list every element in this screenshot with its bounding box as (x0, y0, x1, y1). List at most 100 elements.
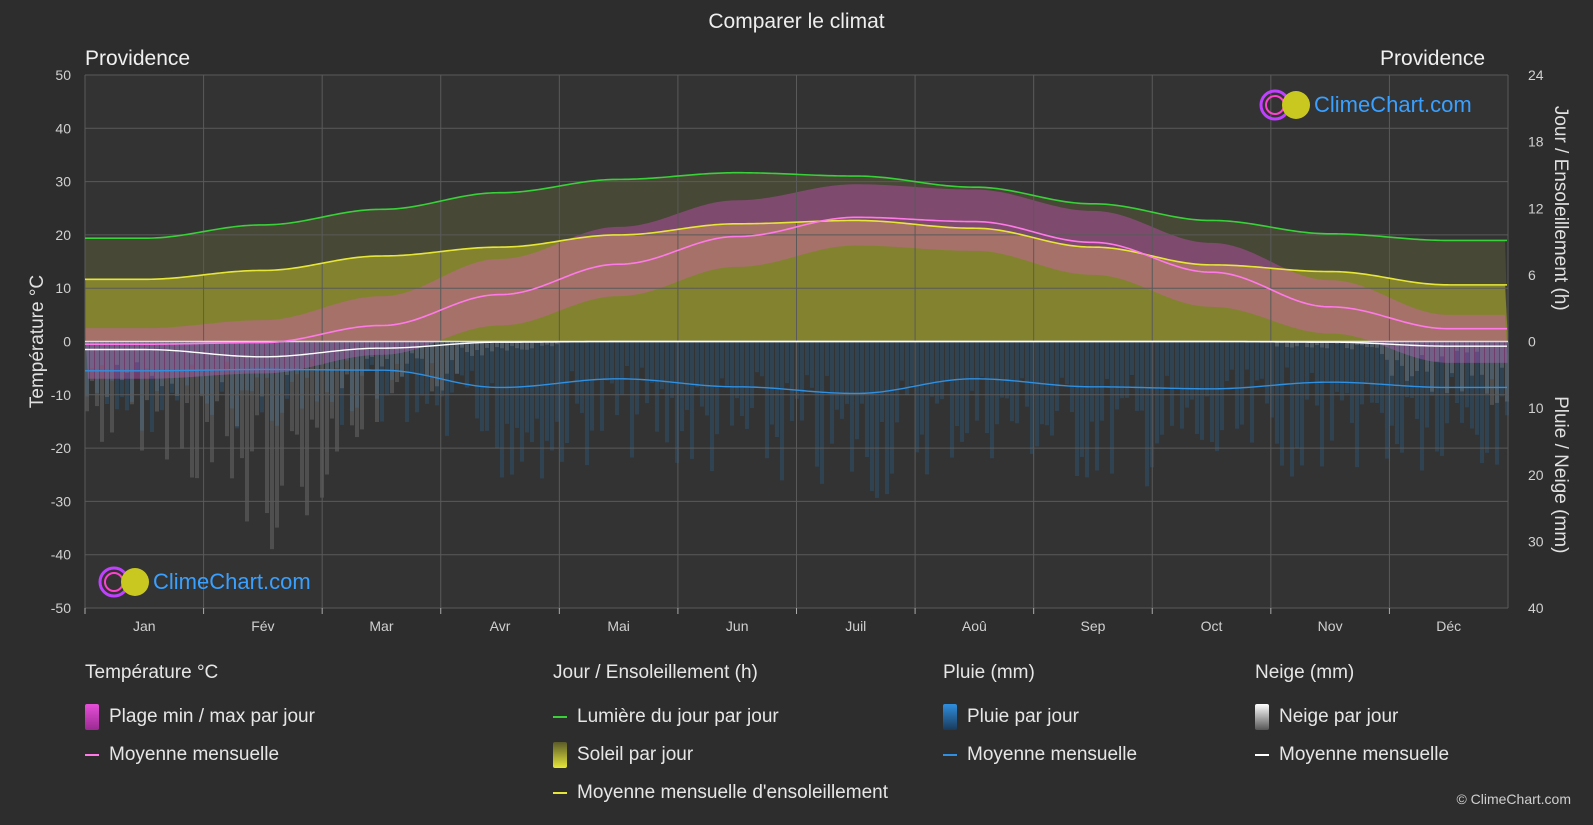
rain-bar (1330, 341, 1334, 441)
rain-bar (1265, 341, 1269, 404)
rain-bar (1230, 341, 1234, 370)
rain-bar (105, 341, 109, 405)
rain-bar (1255, 341, 1259, 381)
rain-bar (1375, 341, 1379, 403)
rain-bar (800, 341, 804, 421)
snow-bar (225, 341, 229, 437)
snow-bar (1375, 341, 1379, 348)
rain-bar (870, 341, 874, 492)
snow-bar (1460, 341, 1464, 392)
rain-bar (705, 341, 709, 416)
snow-bar (1350, 341, 1354, 350)
rain-bar (1165, 341, 1169, 376)
right-tick-label: 40 (1528, 600, 1544, 616)
legend-rain-daily: Pluie par jour (967, 706, 1079, 727)
rain-bar (910, 341, 914, 385)
rain-bar (520, 341, 524, 462)
rain-bar (1070, 341, 1074, 413)
month-label: Jun (726, 618, 749, 634)
snow-bar (265, 341, 269, 514)
snow-bar (235, 341, 239, 427)
rain-bar (1130, 341, 1134, 376)
rain-bar (1020, 341, 1024, 379)
snow-bar (185, 341, 189, 404)
snow-bar (445, 341, 449, 374)
rain-bar (385, 341, 389, 396)
snow-bar (360, 341, 364, 430)
rain-bar (585, 341, 589, 466)
rain-bar (1500, 341, 1504, 397)
rain-bar (985, 341, 989, 434)
rain-bar (710, 341, 714, 472)
rain-bar (1215, 341, 1219, 452)
rain-bar (85, 341, 89, 397)
snow-bar (1320, 341, 1324, 348)
temp-mean-swatch (85, 754, 99, 756)
rain-bar (755, 341, 759, 373)
copyright: © ClimeChart.com (1456, 791, 1571, 807)
right-axis-title-bottom: Pluie / Neige (mm) (1550, 396, 1571, 553)
snow-bar (160, 341, 164, 387)
rain-bar (1080, 341, 1084, 457)
left-tick-label: 30 (55, 174, 71, 190)
rain-bar (90, 341, 94, 368)
rain-bar (145, 341, 149, 369)
snow-bar (285, 341, 289, 375)
legend-rain-title: Pluie (mm) (943, 662, 1035, 683)
month-label: Sep (1080, 618, 1105, 634)
rain-bar (715, 341, 719, 435)
snow-bar (1295, 341, 1299, 347)
snow-bar (345, 341, 349, 375)
rain-bar (1185, 341, 1189, 408)
rain-bar (810, 341, 814, 388)
snow-bar (125, 341, 129, 373)
snow-bar (1315, 341, 1319, 346)
snow-bar (1415, 341, 1419, 371)
rain-bar (410, 341, 414, 374)
rain-bar (900, 341, 904, 381)
snow-bar (255, 341, 259, 416)
snow-bar (290, 341, 294, 432)
temp-range-swatch (85, 704, 99, 730)
rain-bar (1490, 341, 1494, 380)
snow-bar (380, 341, 384, 367)
rain-bar (905, 341, 909, 395)
month-label: Nov (1318, 618, 1343, 634)
rain-bar (1315, 341, 1319, 406)
rain-bar (220, 341, 224, 392)
rain-bar (1125, 341, 1129, 398)
legend-sunshine: Jour / Ensoleillement (h) Lumière du jou… (553, 662, 888, 812)
snow-swatch (1255, 704, 1269, 730)
rain-bar (380, 341, 384, 422)
rain-bar (1495, 341, 1499, 465)
rain-bar (530, 341, 534, 443)
rain-bar (170, 341, 174, 393)
rain-bar (1355, 341, 1359, 468)
rain-bar (1120, 341, 1124, 399)
rain-bar (315, 341, 319, 402)
legend-sunshine-title: Jour / Ensoleillement (h) (553, 662, 758, 683)
legend-temperature-title: Température °C (85, 662, 219, 683)
rain-bar (445, 341, 449, 436)
rain-bar (995, 341, 999, 425)
snow-bar (1370, 341, 1374, 348)
rain-bar (485, 341, 489, 431)
rain-bar (450, 341, 454, 393)
rain-bar (750, 341, 754, 408)
snow-bar (220, 341, 224, 383)
snow-bar (395, 341, 399, 383)
snow-bar (1395, 341, 1399, 361)
rain-bar (1225, 341, 1229, 382)
rain-bar (185, 341, 189, 386)
rain-bar (540, 341, 544, 479)
rain-bar (865, 341, 869, 458)
snow-bar (140, 341, 144, 451)
snow-bar (1500, 341, 1504, 368)
snow-bar (230, 341, 234, 479)
snow-bar (375, 341, 379, 422)
rain-bar (435, 341, 439, 406)
rain-bar (355, 341, 359, 408)
legend-snow-mean: Moyenne mensuelle (1279, 744, 1450, 765)
legend-rain: Pluie (mm) Pluie par jour Moyenne mensue… (943, 662, 1137, 774)
rain-bar (500, 341, 504, 478)
